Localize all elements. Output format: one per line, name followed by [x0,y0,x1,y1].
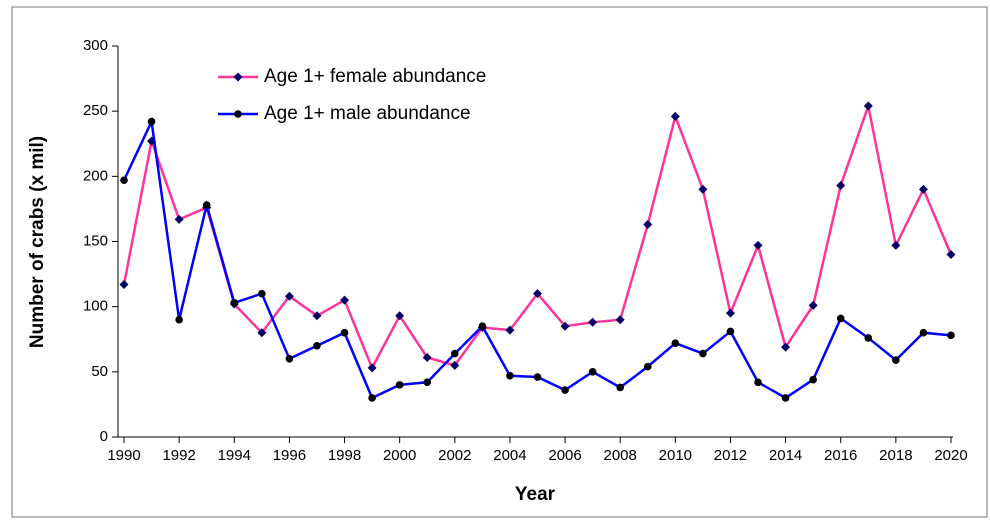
data-point [257,328,267,338]
data-point [754,378,762,387]
data-point [643,220,653,230]
data-point [809,375,817,384]
data-point [919,328,928,337]
x-axis-title: Year [515,484,556,505]
x-tick-label: 2016 [824,447,857,464]
data-point [671,339,680,347]
data-point [258,289,266,298]
data-point [808,300,818,310]
data-point [423,378,432,387]
data-point [670,111,680,121]
y-axis-title: Number of crabs (x mil) [27,136,48,348]
x-tick-label: 2012 [714,447,747,464]
data-point [533,373,542,381]
data-point [175,315,183,324]
data-point [560,321,570,331]
x-tick-label: 1996 [273,447,306,464]
data-point [451,349,459,358]
data-point [174,214,184,224]
data-point [533,289,542,299]
data-point [781,342,791,352]
series-line [122,101,953,371]
y-tick-label: 150 [83,232,108,249]
y-tick-label: 0 [100,428,108,445]
data-point [395,381,404,389]
x-tick-label: 2008 [604,447,637,464]
x-tick-label: 2020 [934,447,967,464]
data-point [395,311,405,321]
data-point [726,327,735,336]
y-tick-label: 200 [83,167,108,184]
data-point [284,291,294,301]
x-tick-label: 1992 [162,447,195,464]
data-point [616,383,624,392]
data-point [892,356,900,364]
data-point [368,394,376,402]
data-point [753,240,763,250]
x-tick-label: 2014 [769,447,802,464]
data-point [561,386,569,394]
data-point [725,308,735,318]
x-tick-label: 2006 [548,447,581,464]
data-point [698,184,708,194]
legend-label: Age 1+ male abundance [264,103,471,124]
legend-marker [233,72,243,82]
data-point [588,368,597,376]
data-point [119,280,129,290]
x-tick-label: 1998 [328,447,361,464]
series-line [122,117,952,400]
x-tick-label: 2010 [659,447,692,464]
data-point [891,240,901,250]
data-point [120,176,128,185]
data-point [836,314,845,323]
legend-marker [234,110,242,118]
data-point [478,322,487,331]
y-tick-label: 50 [91,363,108,380]
x-tick-label: 2002 [438,447,471,464]
x-tick-label: 2000 [383,447,416,464]
x-tick-label: 2004 [493,447,526,464]
data-point [202,201,211,209]
chart-border [11,6,988,518]
data-point [313,341,321,350]
data-point [340,328,349,337]
data-point [230,298,239,307]
data-point [422,352,432,362]
data-point [505,325,515,335]
data-point [836,180,846,190]
data-point [285,355,294,363]
y-tick-label: 300 [83,37,108,54]
data-point [946,250,956,260]
data-point [863,101,873,111]
data-point [615,315,625,325]
data-point [450,360,460,370]
data-point [367,363,377,373]
data-point [312,311,322,321]
legend-label: Age 1+ female abundance [264,66,486,87]
data-point [781,394,790,402]
y-tick-label: 250 [83,102,108,119]
data-point [864,334,873,342]
data-point [506,371,514,380]
x-tick-label: 2018 [879,447,912,464]
x-tick-label: 1994 [218,447,251,464]
x-tick-label: 1990 [107,447,140,464]
data-point [643,362,652,371]
data-point [699,349,707,358]
data-point [147,117,156,126]
data-point [947,331,955,340]
y-tick-label: 100 [83,298,108,315]
data-point [918,184,928,194]
data-point [588,317,598,327]
data-point [340,295,350,305]
